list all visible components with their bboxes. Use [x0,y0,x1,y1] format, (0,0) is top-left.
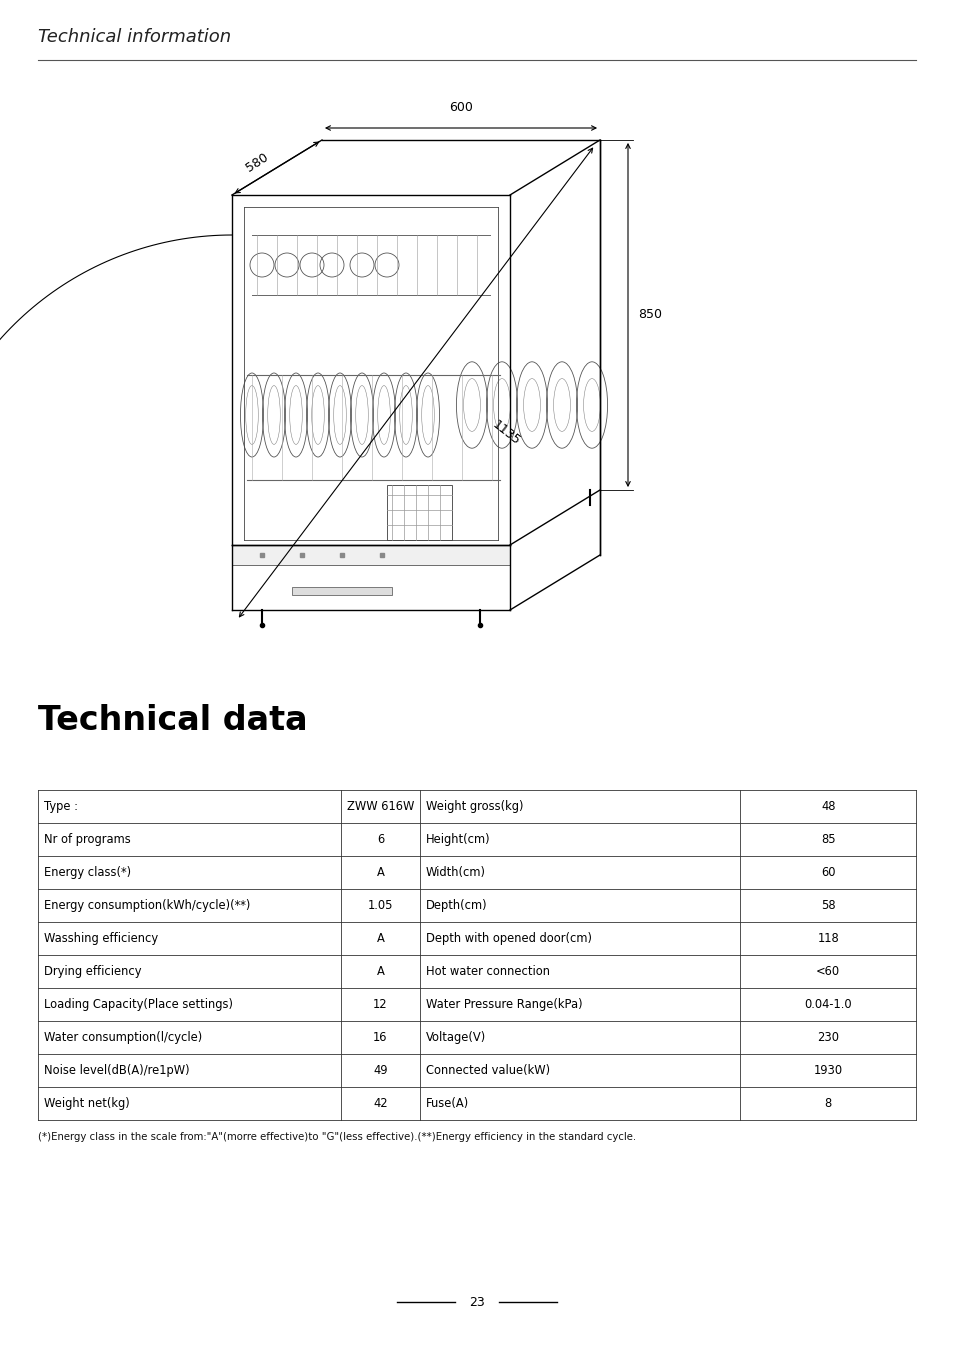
Text: Wasshing efficiency: Wasshing efficiency [44,931,158,945]
Text: 580: 580 [243,151,271,174]
Text: 23: 23 [469,1295,484,1309]
Text: Type :: Type : [44,799,78,813]
Text: 850: 850 [638,309,661,322]
Text: 1930: 1930 [813,1064,841,1077]
Text: 6: 6 [376,833,384,847]
Text: Noise level(dB(A)/re1pW): Noise level(dB(A)/re1pW) [44,1064,190,1077]
Text: A: A [376,931,384,945]
Text: 118: 118 [817,931,839,945]
Bar [387,485,452,541]
Text: 8: 8 [823,1097,831,1109]
Text: 58: 58 [820,899,835,913]
Text: Voltage(V): Voltage(V) [425,1031,486,1043]
Text: Height(cm): Height(cm) [425,833,490,847]
Text: Weight gross(kg): Weight gross(kg) [425,799,523,813]
Text: 0.04-1.0: 0.04-1.0 [803,998,851,1011]
Text: Nr of programs: Nr of programs [44,833,131,847]
Text: A: A [376,865,384,879]
Text: Connected value(kW): Connected value(kW) [425,1064,550,1077]
Text: 42: 42 [373,1097,387,1109]
Text: 60: 60 [821,865,835,879]
Text: <60: <60 [815,965,840,979]
Text: (*)Energy class in the scale from:"A"(morre effective)to "G"(less effective).(**: (*)Energy class in the scale from:"A"(mo… [38,1132,636,1142]
Text: Technical information: Technical information [38,28,231,46]
Text: Width(cm): Width(cm) [425,865,485,879]
Text: Depth(cm): Depth(cm) [425,899,487,913]
Text: Energy class(*): Energy class(*) [44,865,131,879]
Text: 48: 48 [821,799,835,813]
Text: 1.05: 1.05 [367,899,393,913]
Text: Water consumption(l/cycle): Water consumption(l/cycle) [44,1031,202,1043]
Text: Energy consumption(kWh/cycle)(**): Energy consumption(kWh/cycle)(**) [44,899,250,913]
Text: 85: 85 [820,833,835,847]
Text: Water Pressure Range(kPa): Water Pressure Range(kPa) [425,998,582,1011]
Text: Weight net(kg): Weight net(kg) [44,1097,130,1109]
Text: Fuse(A): Fuse(A) [425,1097,469,1109]
Text: 16: 16 [373,1031,387,1043]
Bar [292,586,392,594]
Text: 600: 600 [449,101,473,115]
Text: Depth with opened door(cm): Depth with opened door(cm) [425,931,591,945]
Text: A: A [376,965,384,979]
Text: 12: 12 [373,998,387,1011]
Text: Drying efficiency: Drying efficiency [44,965,141,979]
Text: 1135: 1135 [489,418,522,448]
Text: 230: 230 [817,1031,839,1043]
Text: Loading Capacity(Place settings): Loading Capacity(Place settings) [44,998,233,1011]
Text: ZWW 616W: ZWW 616W [346,799,414,813]
Text: Technical data: Technical data [38,704,307,737]
Text: 49: 49 [373,1064,387,1077]
Text: Hot water connection: Hot water connection [425,965,549,979]
Bar [232,545,510,565]
